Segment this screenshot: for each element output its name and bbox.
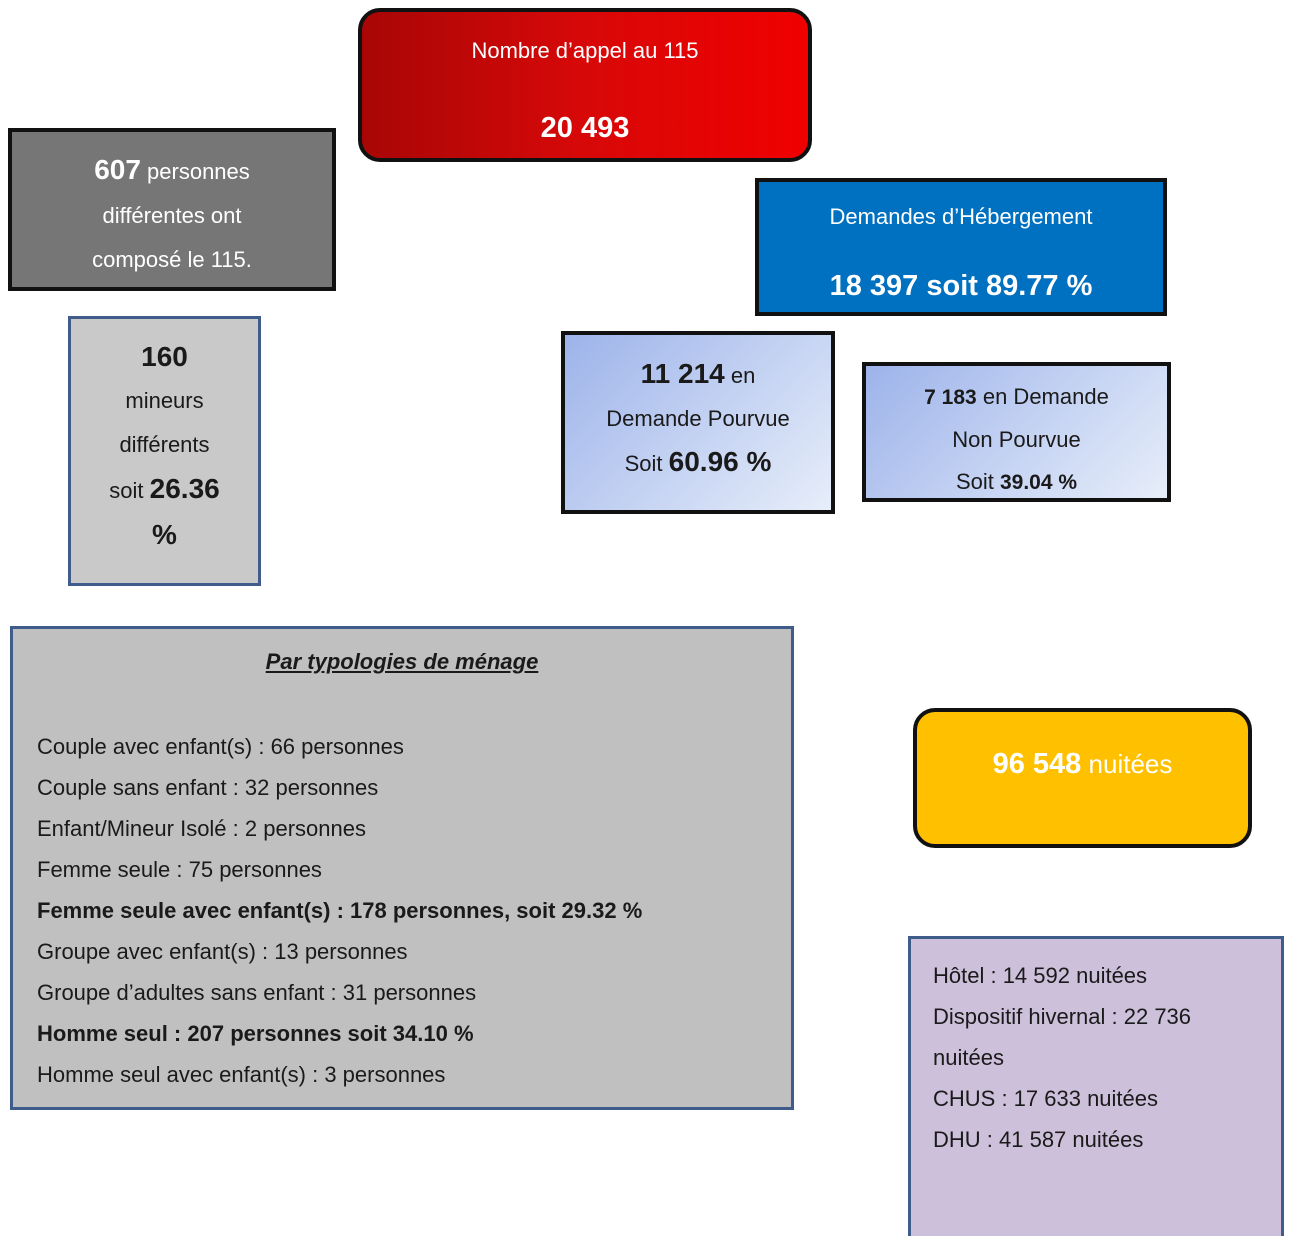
typology-item: Femme seule : 75 personnes (37, 857, 322, 882)
non-pourvue-suffix: en Demande (976, 384, 1109, 409)
typologies-list: Couple avec enfant(s) : 66 personnes Cou… (37, 726, 642, 1095)
nuitees-box: 96 548 nuitées (913, 708, 1252, 848)
nuitees-label: nuitées (1081, 749, 1173, 779)
calls-box: Nombre d’appel au 115 20 493 (358, 8, 812, 162)
detail-item: Hôtel : 14 592 nuitées (933, 963, 1148, 988)
calls-value: 20 493 (540, 112, 630, 144)
pourvue-value: 11 214 (640, 358, 725, 389)
minors-box: 160 mineurs différents soit 26.36 % (68, 316, 261, 586)
typology-item-highlight: Femme seule avec enfant(s) : 178 personn… (37, 898, 643, 923)
minors-soit: soit (109, 478, 150, 503)
detail-item: CHUS : 17 633 nuitées (933, 1086, 1159, 1111)
non-pourvue-value: 7 183 (924, 386, 977, 409)
detail-item: DHU : 41 587 nuitées (933, 1127, 1144, 1152)
pourvue-pct: 60.96 % (668, 446, 772, 477)
minors-pct-sign: % (152, 519, 177, 550)
hebergement-box: Demandes d’Hébergement 18 397 soit 89.77… (755, 178, 1167, 316)
non-pourvue-line2: Non Pourvue (952, 427, 1081, 452)
pourvue-suffix: en (724, 363, 756, 388)
nuitees-detail-box: Hôtel : 14 592 nuitées Dispositif hivern… (908, 936, 1284, 1236)
nuitees-value: 96 548 (992, 748, 1082, 780)
persons-line2: différentes ont (102, 203, 242, 228)
pourvue-soit: Soit (624, 451, 669, 476)
demande-non-pourvue-box: 7 183 en Demande Non Pourvue Soit 39.04 … (862, 362, 1171, 502)
detail-item: Dispositif hivernal : 22 736 (933, 1004, 1192, 1029)
typology-item: Groupe avec enfant(s) : 13 personnes (37, 939, 408, 964)
typologies-title: Par typologies de ménage (265, 649, 539, 674)
typology-item: Enfant/Mineur Isolé : 2 personnes (37, 816, 366, 841)
typology-item: Groupe d’adultes sans enfant : 31 person… (37, 980, 477, 1005)
persons-box: 607 personnes différentes ont composé le… (8, 128, 336, 291)
typologies-box: Par typologies de ménage Couple avec enf… (10, 626, 794, 1110)
hebergement-value: 18 397 soit 89.77 % (829, 270, 1093, 302)
minors-value: 160 (141, 341, 188, 372)
demande-pourvue-box: 11 214 en Demande Pourvue Soit 60.96 % (561, 331, 835, 514)
persons-line3: composé le 115. (92, 247, 252, 272)
typology-item: Couple avec enfant(s) : 66 personnes (37, 734, 404, 759)
non-pourvue-soit: Soit (955, 469, 1000, 494)
typology-item-highlight: Homme seul : 207 personnes soit 34.10 % (37, 1021, 474, 1046)
hebergement-label: Demandes d’Hébergement (829, 204, 1093, 229)
pourvue-line2: Demande Pourvue (606, 406, 790, 431)
typology-item: Homme seul avec enfant(s) : 3 personnes (37, 1062, 446, 1087)
calls-label: Nombre d’appel au 115 (471, 38, 699, 63)
typology-item: Couple sans enfant : 32 personnes (37, 775, 379, 800)
non-pourvue-pct: 39.04 % (999, 471, 1078, 494)
minors-pct-value: 26.36 (149, 473, 220, 504)
detail-item: nuitées (933, 1045, 1004, 1070)
persons-value: 607 (94, 154, 141, 185)
persons-line1: personnes (140, 159, 250, 184)
minors-line1: mineurs (125, 388, 204, 413)
minors-line2: différents (119, 432, 210, 457)
